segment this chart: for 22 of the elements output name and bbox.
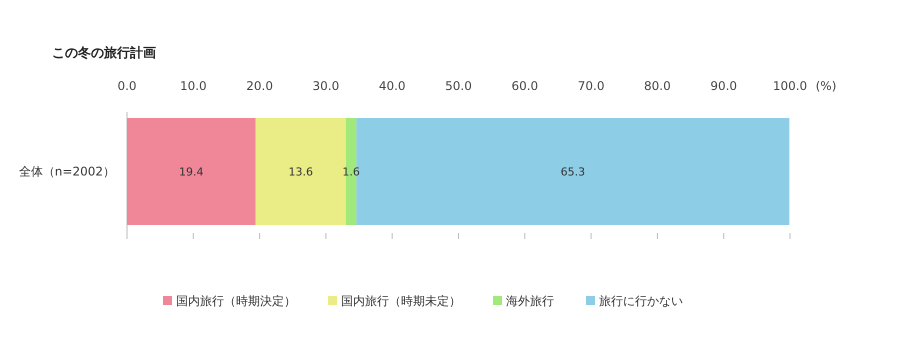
- legend-label: 国内旅行（時期未定）: [341, 294, 461, 308]
- x-tick-label: 70.0: [578, 79, 604, 93]
- legend-label: 海外旅行: [506, 294, 554, 308]
- legend-label: 旅行に行かない: [599, 294, 683, 308]
- y-tick-label: 全体（n=2002）: [18, 164, 115, 178]
- data-label: 13.6: [288, 166, 313, 178]
- x-tick-label: 100.0: [772, 79, 808, 93]
- data-label: 65.3: [560, 166, 586, 178]
- legend-label: 国内旅行（時期決定）: [176, 294, 296, 308]
- x-tick-label: 90.0: [710, 79, 738, 93]
- data-label: 19.4: [179, 166, 204, 178]
- x-axis-title: (%): [816, 79, 836, 93]
- x-tick-label: 20.0: [246, 79, 273, 93]
- x-tick-label: 10.0: [180, 79, 207, 93]
- bar: [127, 118, 256, 225]
- chart-title: この冬の旅行計画: [52, 45, 156, 61]
- x-tick-label: 40.0: [378, 79, 406, 93]
- x-tick-label: 50.0: [445, 79, 472, 93]
- x-tick-label: 60.0: [511, 79, 538, 93]
- x-tick-label: 30.0: [312, 79, 340, 93]
- x-tick-label: 80.0: [644, 79, 671, 93]
- x-tick-label: 0.0: [117, 79, 137, 93]
